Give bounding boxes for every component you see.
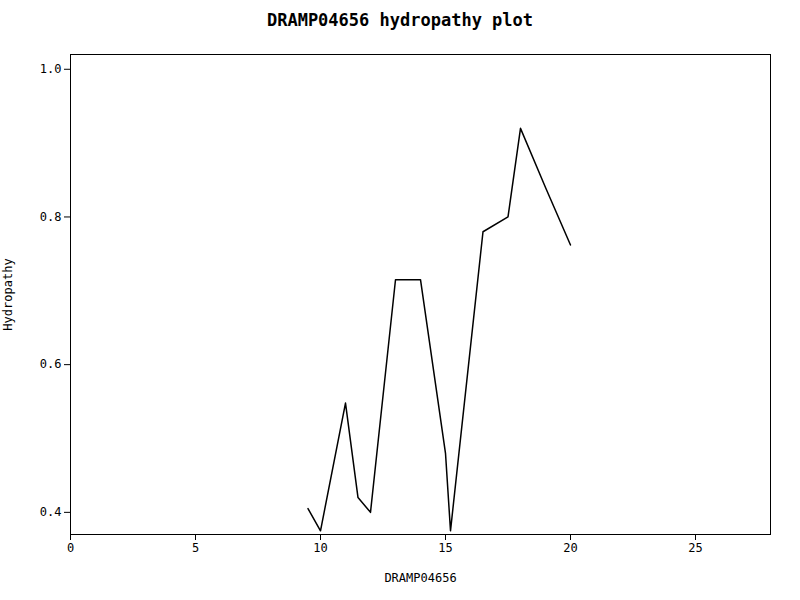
svg-text:15: 15 [438, 541, 452, 555]
svg-text:DRAMP04656: DRAMP04656 [384, 571, 456, 585]
svg-text:20: 20 [563, 541, 577, 555]
svg-text:5: 5 [192, 541, 199, 555]
svg-text:0: 0 [67, 541, 74, 555]
svg-text:0.4: 0.4 [40, 505, 62, 519]
html-text:DRAMP04656 hydropathy plot: DRAMP04656 hydropathy plot [266, 10, 533, 30]
svg-text:0.6: 0.6 [40, 357, 62, 371]
svg-text:10: 10 [313, 541, 327, 555]
svg-text:0.8: 0.8 [40, 210, 62, 224]
svg-text:Hydropathy: Hydropathy [1, 258, 15, 330]
svg-text:1.0: 1.0 [40, 62, 62, 76]
svg-text:25: 25 [688, 541, 702, 555]
